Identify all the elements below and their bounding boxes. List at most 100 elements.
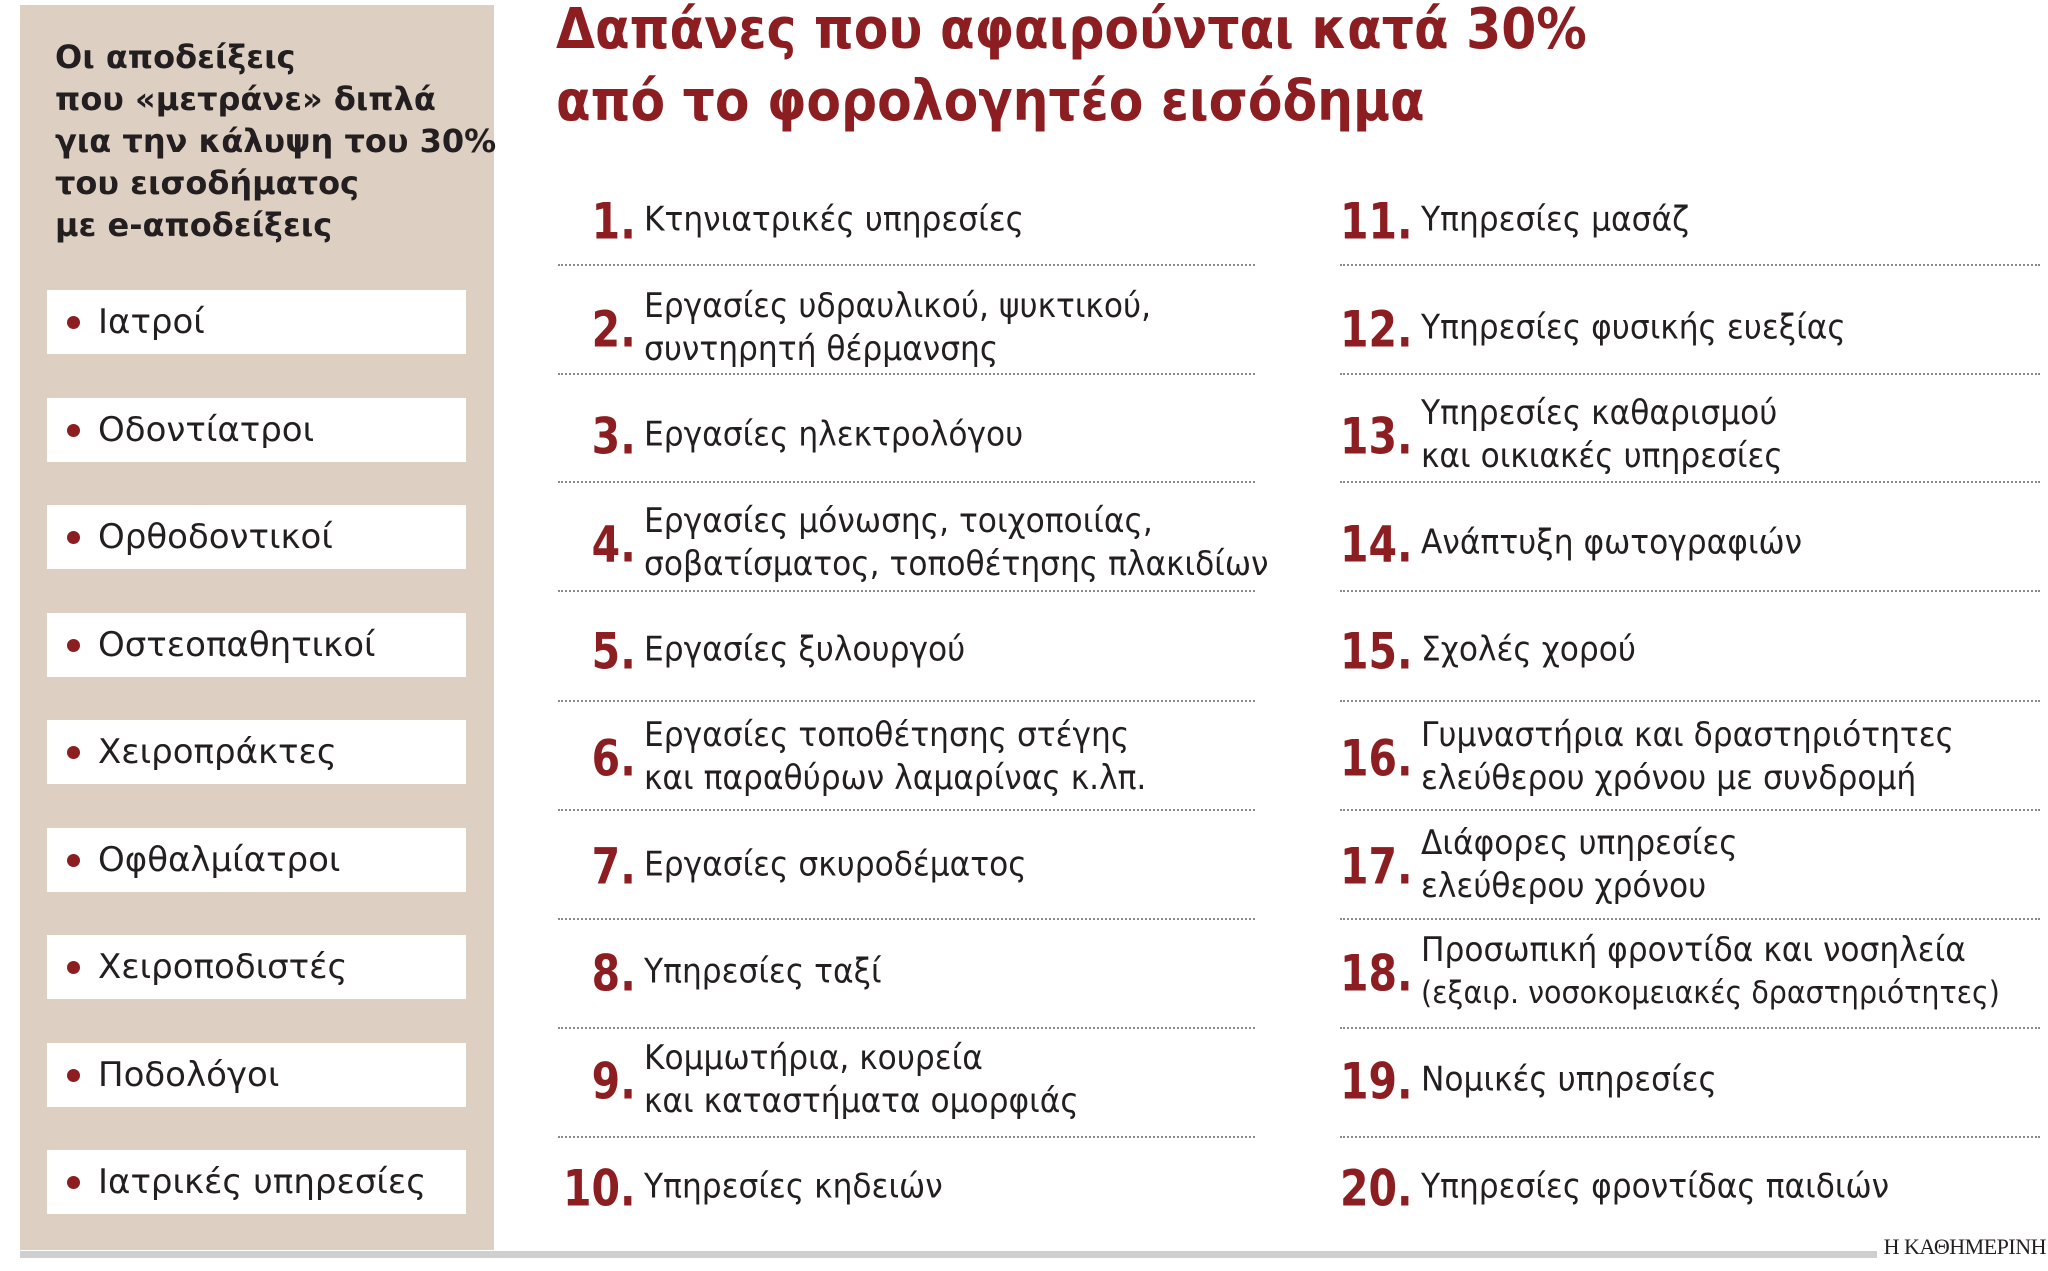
divider	[1340, 1136, 2040, 1138]
expense-item-6: 6. Εργασίες τοποθέτησης στέγης και παραθ…	[558, 703, 1258, 811]
sidebar-item-label: Ορθοδοντικοί	[98, 517, 333, 557]
sidebar-item-label: Οφθαλμίατροι	[98, 840, 341, 880]
bullet-icon	[67, 745, 80, 759]
expense-label: Σχολές χορού	[1421, 629, 1636, 672]
expense-label-line: (εξαιρ. νοσοκομειακές δραστηριότητες)	[1421, 975, 2000, 1011]
sidebar-item-label: Χειροποδιστές	[98, 947, 348, 987]
sidebar-intro-line: που «μετράνε» διπλά	[55, 80, 436, 118]
expense-number: 10.	[563, 1159, 636, 1218]
sidebar-intro-line: του εισοδήματος	[55, 164, 360, 202]
expense-item-16: 16. Γυμναστήρια και δραστηριότητες ελεύθ…	[1335, 703, 2045, 811]
expense-number: 11.	[1340, 192, 1413, 251]
expense-label-line: Εργασίες ηλεκτρολόγου	[644, 414, 1024, 455]
expense-label-line: Ανάπτυξη φωτογραφιών	[1421, 522, 1803, 563]
sidebar-item-label: Ποδολόγοι	[98, 1055, 280, 1095]
expense-label: Εργασίες μόνωσης, τοιχοποιίας, σοβατίσμα…	[644, 500, 1268, 586]
expense-item-20: 20. Υπηρεσίες φροντίδας παιδιών	[1335, 1133, 2045, 1241]
brand-logo: Η ΚΑΘΗΜΕΡΙΝΗ	[1883, 1234, 2047, 1259]
expense-label: Υπηρεσίες καθαρισμού και οικιακές υπηρεσ…	[1421, 392, 1783, 478]
bullet-icon	[67, 530, 80, 544]
expense-label: Υπηρεσίες κηδειών	[644, 1166, 943, 1209]
expense-label: Υπηρεσίες ταξί	[644, 951, 882, 994]
expense-label-line: Υπηρεσίες καθαρισμού	[1421, 393, 1778, 433]
expense-item-13: 13. Υπηρεσίες καθαρισμού και οικιακές υπ…	[1335, 381, 2045, 489]
sidebar-item-doctors: Ιατροί	[47, 290, 466, 354]
bullet-icon	[67, 1068, 80, 1082]
expense-label: Υπηρεσίες φυσικής ευεξίας	[1421, 307, 1846, 350]
expense-number: 4.	[591, 515, 636, 574]
expense-label: Προσωπική φροντίδα και νοσηλεία (εξαιρ. …	[1421, 929, 2000, 1015]
expense-label-line: Υπηρεσίες φυσικής ευεξίας	[1421, 307, 1846, 348]
expense-label-line: και καταστήματα ομορφιάς	[644, 1081, 1079, 1121]
expense-label: Νομικές υπηρεσίες	[1421, 1059, 1717, 1102]
divider	[1340, 918, 2040, 920]
expense-item-10: 10. Υπηρεσίες κηδειών	[558, 1133, 1258, 1241]
expense-label: Υπηρεσίες φροντίδας παιδιών	[1421, 1166, 1889, 1209]
expense-label-line: ελεύθερου χρόνου	[1421, 866, 1707, 906]
expense-item-15: 15. Σχολές χορού	[1335, 596, 2045, 704]
expense-label-line: Υπηρεσίες κηδειών	[644, 1166, 943, 1207]
divider	[558, 1027, 1255, 1029]
expense-label: Υπηρεσίες μασάζ	[1421, 199, 1689, 242]
expense-number: 3.	[591, 407, 636, 466]
expense-label: Εργασίες υδραυλικού, ψυκτικού, συντηρητή…	[644, 285, 1151, 371]
expense-number: 17.	[1340, 837, 1413, 896]
sidebar-item-dentists: Οδοντίατροι	[47, 398, 466, 462]
expense-item-7: 7. Εργασίες σκυροδέματος	[558, 811, 1258, 919]
expense-label: Εργασίες ηλεκτρολόγου	[644, 414, 1023, 457]
divider	[1340, 373, 2040, 375]
sidebar-intro-line: Οι αποδείξεις	[55, 38, 296, 76]
expense-number: 6.	[591, 729, 636, 788]
divider	[558, 809, 1255, 811]
divider	[1340, 264, 2040, 266]
sidebar-item-label: Ιατροί	[98, 302, 205, 342]
expense-number: 19.	[1340, 1052, 1413, 1111]
divider	[558, 590, 1255, 592]
expense-number: 16.	[1340, 729, 1413, 788]
footer-rule-left	[20, 1251, 494, 1258]
expense-label-line: ελεύθερου χρόνου με συνδρομή	[1421, 758, 1917, 798]
expense-label-line: Νομικές υπηρεσίες	[1421, 1059, 1717, 1100]
expense-label: Εργασίες ξυλουργού	[644, 629, 965, 672]
expense-label-line: Υπηρεσίες ταξί	[644, 951, 882, 992]
expense-item-11: 11. Υπηρεσίες μασάζ	[1335, 166, 2045, 274]
sidebar-item-chiropractors: Χειροπράκτες	[47, 720, 466, 784]
divider	[558, 481, 1255, 483]
bullet-icon	[67, 853, 80, 867]
divider	[1340, 1027, 2040, 1029]
divider	[558, 264, 1255, 266]
sidebar-intro-line: με e-αποδείξεις	[55, 206, 333, 244]
sidebar-item-podiatrists: Ποδολόγοι	[47, 1043, 466, 1107]
sidebar-item-ophthalmologists: Οφθαλμίατροι	[47, 828, 466, 892]
expense-number: 2.	[591, 300, 636, 359]
expense-label-line: Προσωπική φροντίδα και νοσηλεία	[1421, 930, 1966, 970]
divider	[1340, 809, 2040, 811]
expense-number: 8.	[591, 944, 636, 1003]
expense-label-line: Εργασίες τοποθέτησης στέγης	[644, 715, 1130, 755]
expense-label-line: Διάφορες υπηρεσίες	[1421, 823, 1738, 863]
expense-label: Κομμωτήρια, κουρεία και καταστήματα ομορ…	[644, 1037, 1079, 1123]
expense-label-line: Εργασίες ξυλουργού	[644, 629, 966, 670]
expense-label: Διάφορες υπηρεσίες ελεύθερου χρόνου	[1421, 822, 1738, 908]
expense-item-2: 2. Εργασίες υδραυλικού, ψυκτικού, συντηρ…	[558, 274, 1258, 382]
bullet-icon	[67, 638, 80, 652]
expense-label-line: Σχολές χορού	[1421, 629, 1636, 670]
page-title: Δαπάνες που αφαιρούνται κατά 30% από το …	[556, 0, 1587, 138]
expense-item-17: 17. Διάφορες υπηρεσίες ελεύθερου χρόνου	[1335, 811, 2045, 919]
expense-label-line: Υπηρεσίες φροντίδας παιδιών	[1421, 1166, 1890, 1207]
sidebar-item-label: Ιατρικές υπηρεσίες	[98, 1162, 427, 1202]
expense-label-line: Κομμωτήρια, κουρεία	[644, 1038, 983, 1078]
expense-label: Εργασίες τοποθέτησης στέγης και παραθύρω…	[644, 714, 1146, 800]
expense-label-line: συντηρητή θέρμανσης	[644, 329, 999, 369]
bullet-icon	[67, 1175, 80, 1189]
expense-label-line: σοβατίσματος, τοποθέτησης πλακιδίων	[644, 544, 1269, 584]
divider	[1340, 481, 2040, 483]
footer-rule	[494, 1251, 1877, 1258]
expense-label-line: Γυμναστήρια και δραστηριότητες	[1421, 715, 1955, 755]
page-title-line: Δαπάνες που αφαιρούνται κατά 30%	[556, 0, 1587, 62]
expense-label-line: Εργασίες σκυροδέματος	[644, 844, 1027, 885]
divider	[1340, 590, 2040, 592]
divider	[558, 373, 1255, 375]
expense-item-12: 12. Υπηρεσίες φυσικής ευεξίας	[1335, 274, 2045, 382]
expense-item-1: 1. Κτηνιατρικές υπηρεσίες	[558, 166, 1258, 274]
